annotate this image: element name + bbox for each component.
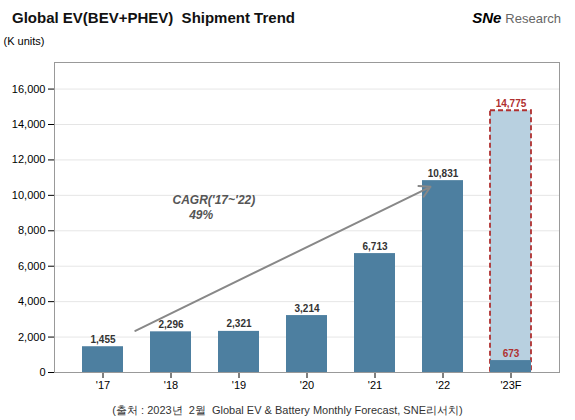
svg-text:2,296: 2,296 [158, 319, 183, 330]
svg-text:14,000: 14,000 [12, 118, 46, 130]
svg-text:10,831: 10,831 [428, 168, 459, 179]
svg-text:'19: '19 [232, 379, 246, 391]
svg-text:'23F: '23F [500, 379, 521, 391]
svg-text:4,000: 4,000 [18, 295, 46, 307]
svg-text:(K units): (K units) [4, 35, 45, 47]
svg-text:'18: '18 [164, 379, 178, 391]
svg-text:'20: '20 [300, 379, 314, 391]
svg-text:6,000: 6,000 [18, 260, 46, 272]
svg-text:'21: '21 [368, 379, 382, 391]
svg-text:0: 0 [39, 366, 45, 378]
svg-text:'22: '22 [436, 379, 450, 391]
svg-text:16,000: 16,000 [12, 83, 46, 95]
html-text:SNe Research: SNe Research [472, 8, 561, 26]
svg-text:1,455: 1,455 [90, 334, 115, 345]
svg-text:2,321: 2,321 [226, 318, 251, 329]
svg-text:6,713: 6,713 [362, 241, 387, 252]
svg-text:3,214: 3,214 [294, 303, 319, 314]
svg-text:2,000: 2,000 [18, 331, 46, 343]
html-text:Global EV(BEV+PHEV) Shipment T: Global EV(BEV+PHEV) Shipment Trend [12, 8, 295, 26]
svg-text:10,000: 10,000 [12, 189, 46, 201]
svg-text:CAGR('17~'22) 49%: CAGR('17~'22) 49% [173, 193, 256, 223]
svg-text:8,000: 8,000 [18, 224, 46, 236]
html-text:(출처 : 2023년 2월 Global EV & Bat: (출처 : 2023년 2월 Global EV & Battery Month… [112, 404, 463, 416]
svg-text:673: 673 [503, 348, 520, 359]
svg-text:'17: '17 [96, 379, 110, 391]
svg-text:12,000: 12,000 [12, 153, 46, 165]
svg-text:14,775: 14,775 [496, 98, 527, 109]
